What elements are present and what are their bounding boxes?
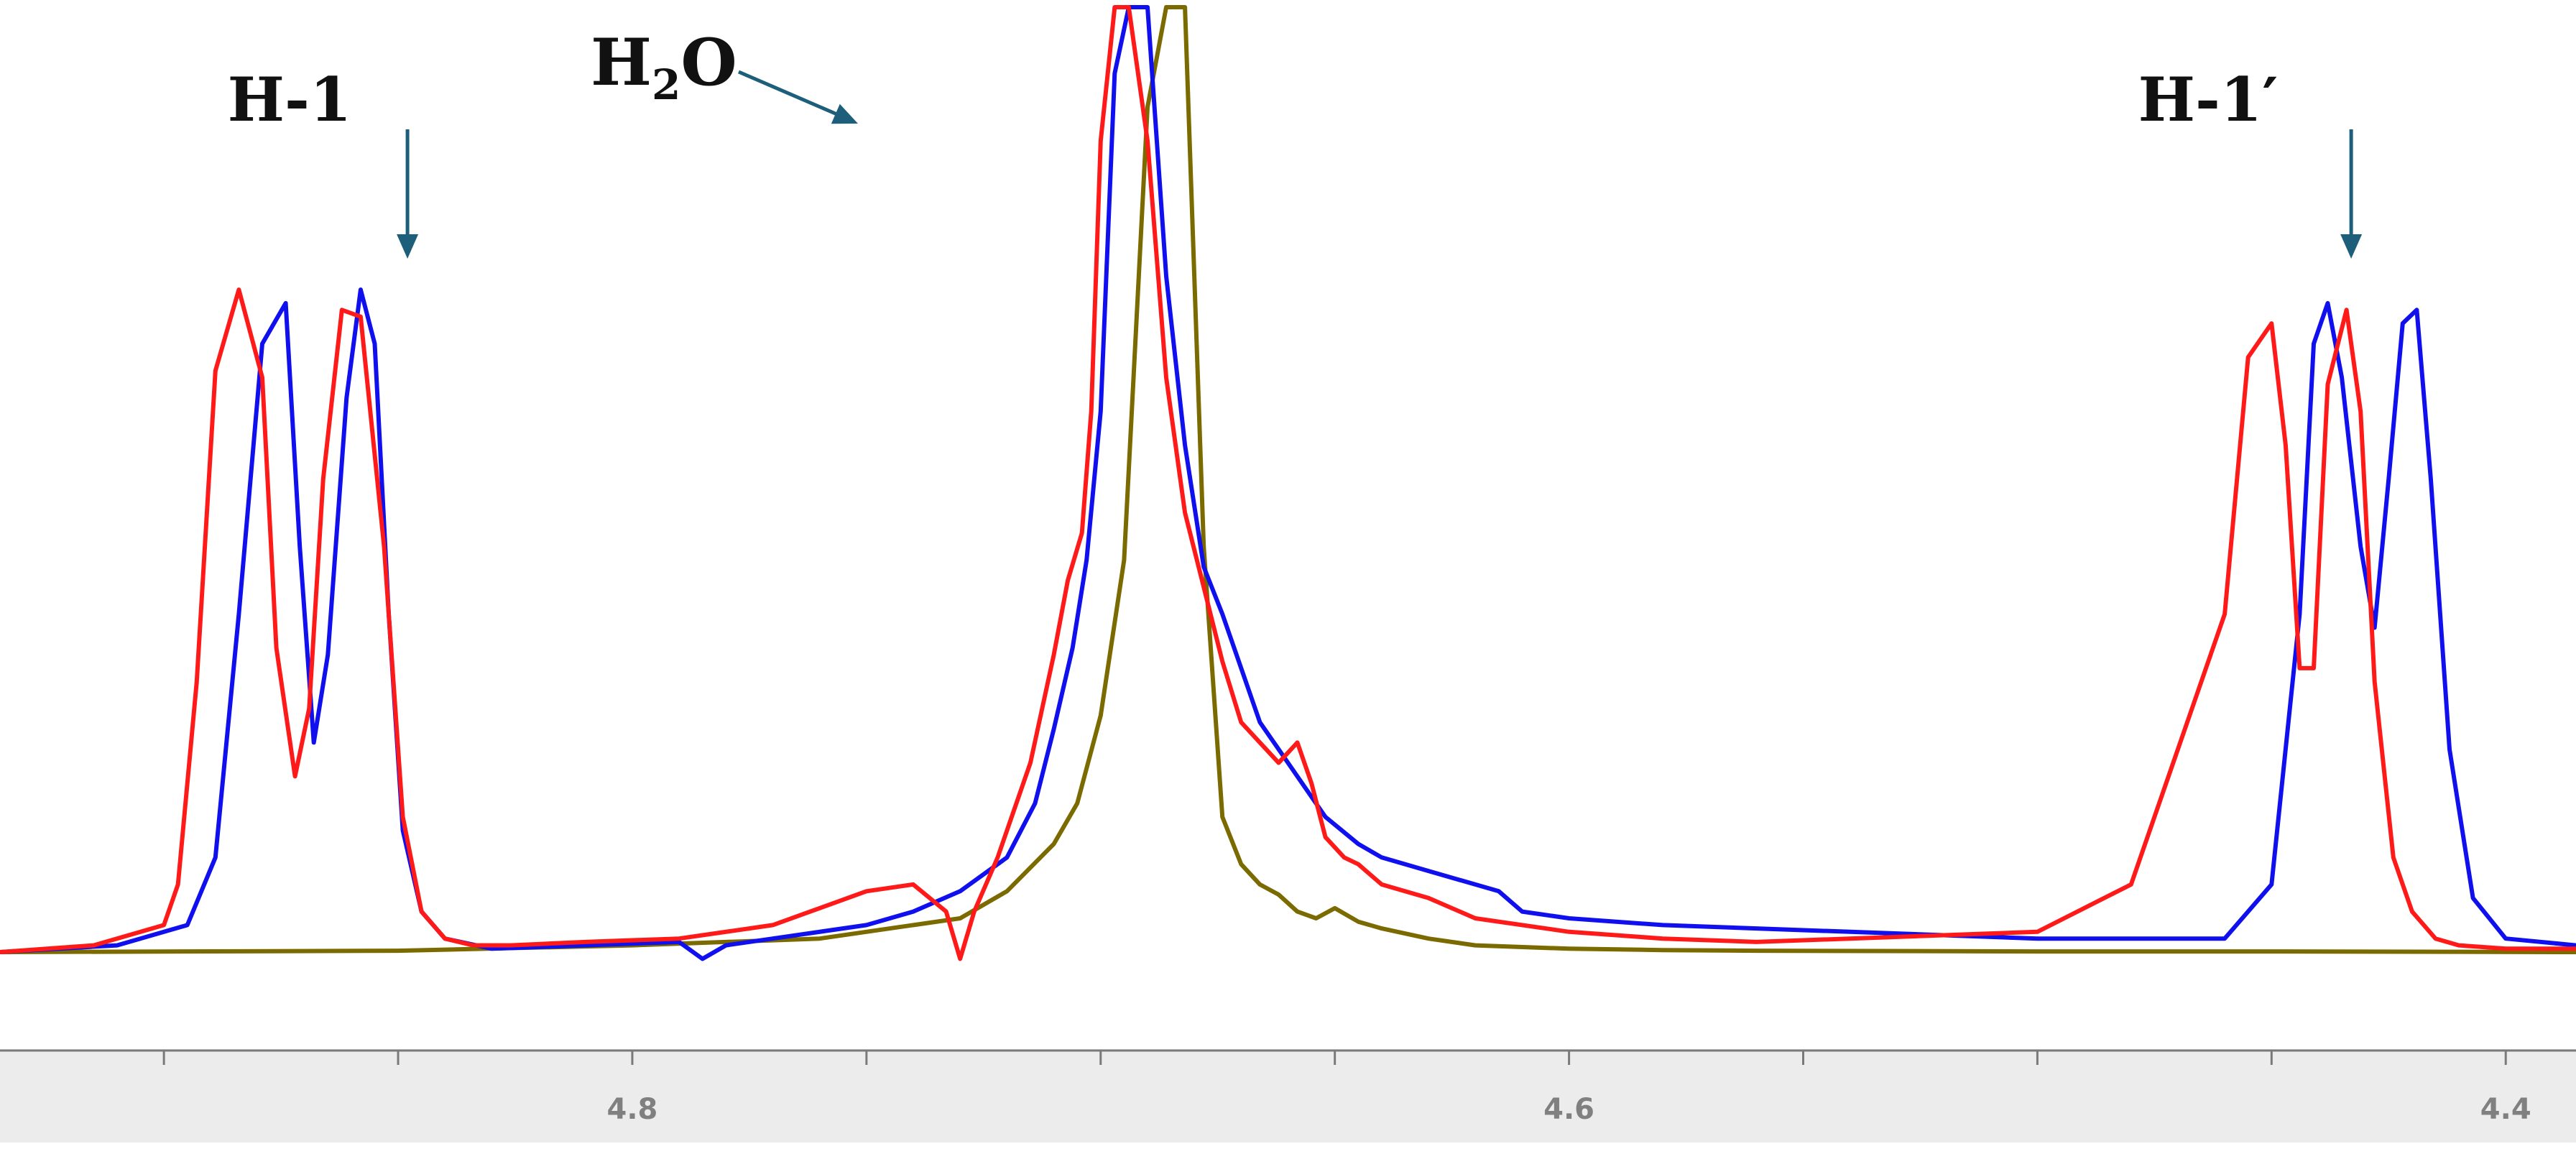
annotation-h1prime-arrowhead <box>2340 234 2363 259</box>
x-axis-band <box>0 1049 2576 1143</box>
series-line-0 <box>0 5 2576 961</box>
x-tick-label: 4.6 <box>1543 1093 1594 1126</box>
series-line-2 <box>0 5 2576 954</box>
annotation-layer: H-1 H2O H-1′ <box>228 24 2363 259</box>
annotation-h1prime-label: H-1′ <box>2138 64 2279 135</box>
annotation-h2o-label: H2O <box>591 24 737 109</box>
series-line-1 <box>0 5 2576 961</box>
annotation-h1-arrowhead <box>397 234 419 259</box>
series-layer <box>0 5 2576 961</box>
annotation-h1-label: H-1 <box>228 64 352 135</box>
x-axis: 4.8 4.6 4.4 <box>0 1049 2576 1143</box>
x-tick-label: 4.4 <box>2480 1093 2531 1126</box>
x-tick-label: 4.8 <box>607 1093 658 1126</box>
annotation-h2o-arrow <box>738 70 844 119</box>
annotation-h2o-arrowhead <box>831 103 858 124</box>
